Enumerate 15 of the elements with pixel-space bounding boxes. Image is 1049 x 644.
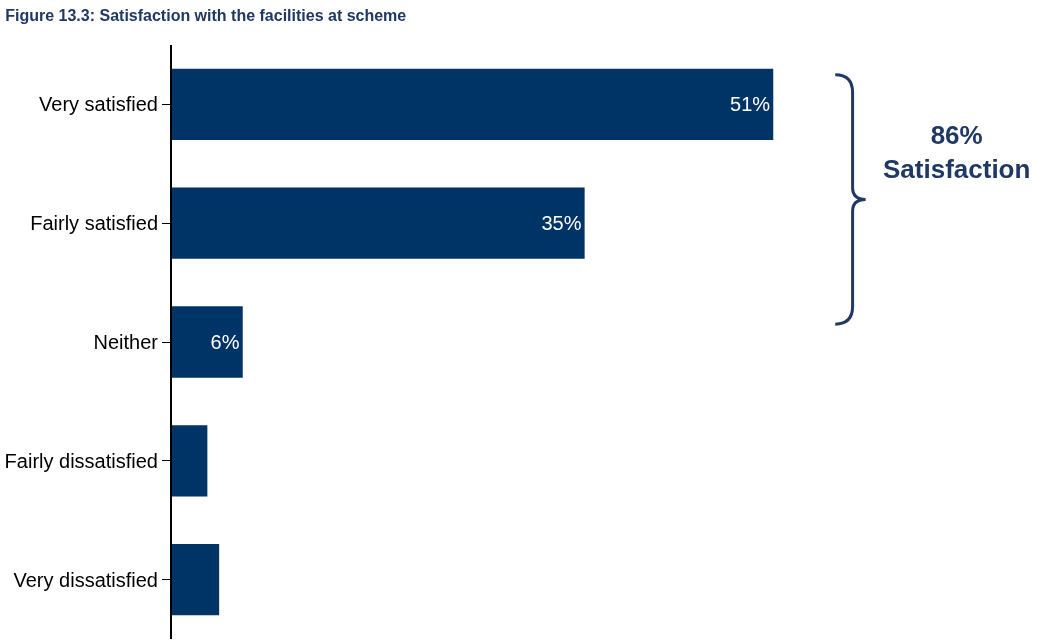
bar bbox=[172, 543, 220, 616]
bar bbox=[172, 187, 585, 259]
data-label: 51% bbox=[730, 93, 771, 116]
bar bbox=[172, 425, 208, 497]
data-label: 6% bbox=[210, 331, 240, 353]
chart-title: Figure 13.3: Satisfaction with the facilities at scheme bbox=[5, 6, 407, 24]
bar bbox=[172, 68, 774, 141]
text: 86% Satisfaction bbox=[883, 120, 1031, 184]
y-tick-label: Fairly satisfied bbox=[30, 212, 158, 235]
y-tick-label: Very dissatisfied bbox=[13, 568, 158, 591]
y-tick-label: Neither bbox=[93, 331, 159, 353]
bar bbox=[172, 306, 243, 378]
y-tick-label: Fairly dissatisfied bbox=[4, 449, 158, 472]
data-label: 35% bbox=[541, 212, 582, 235]
y-tick-label: Very satisfied bbox=[39, 93, 158, 116]
